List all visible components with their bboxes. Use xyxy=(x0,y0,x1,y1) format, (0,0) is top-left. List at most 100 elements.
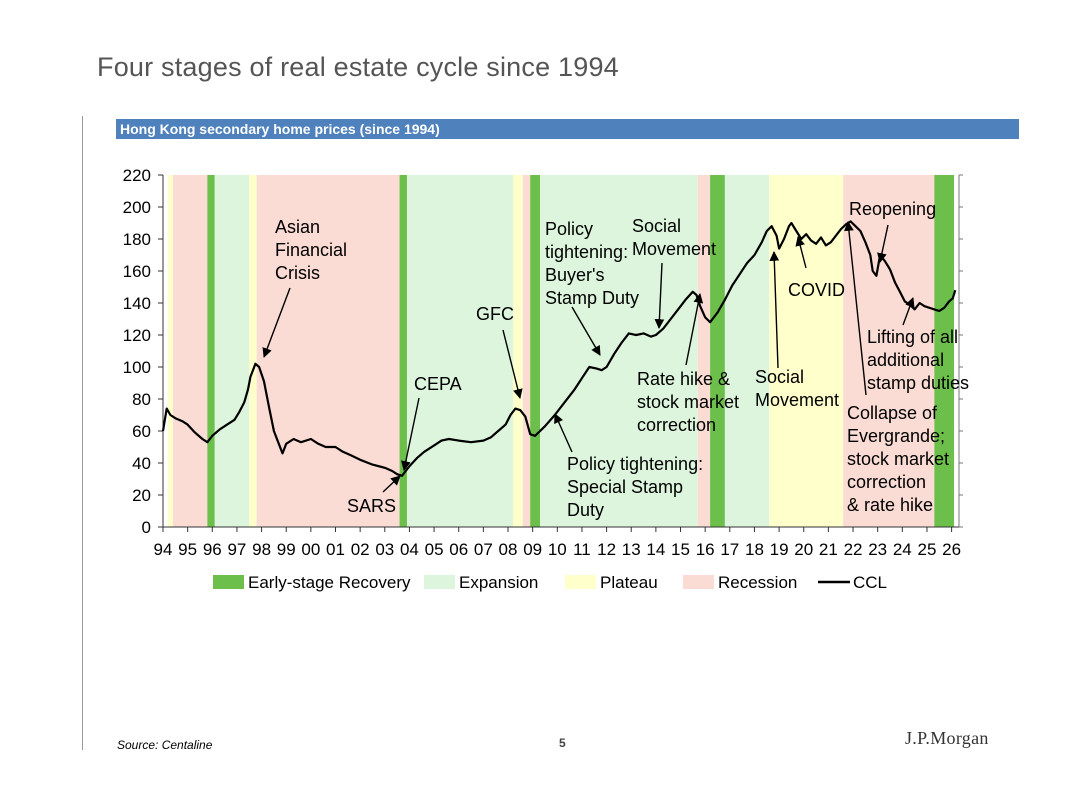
legend-item-line: CCL xyxy=(818,573,887,592)
annotation-text: Evergrande; xyxy=(847,426,945,446)
legend-item-expansion: Expansion xyxy=(424,573,538,592)
x-tick-label: 11 xyxy=(573,540,591,559)
x-tick-label: 97 xyxy=(227,540,246,559)
annotation-text: Social xyxy=(632,216,681,236)
annotation-text: COVID xyxy=(788,280,845,300)
annotation-text: stock market xyxy=(637,392,739,412)
annotation-text: Rate hike & xyxy=(637,369,730,389)
stage-band-expansion xyxy=(540,175,698,527)
x-tick-label: 19 xyxy=(770,540,789,559)
x-tick-label: 96 xyxy=(203,540,222,559)
annotation-text: additional xyxy=(867,350,944,370)
annotation-asian-financial-crisis: Asian Financial Crisis xyxy=(262,217,347,358)
y-tick-label: 120 xyxy=(123,326,151,345)
brand-logo: J.P.Morgan xyxy=(905,728,989,748)
legend: Early-stage Recovery Expansion Plateau Rece… xyxy=(213,573,887,592)
x-tick-label: 00 xyxy=(301,540,320,559)
annotation-text: correction xyxy=(847,472,926,492)
legend-label: Recession xyxy=(718,573,797,592)
legend-item-plateau: Plateau xyxy=(565,573,658,592)
x-tick-label: 14 xyxy=(646,540,665,559)
chart-title-banner: Hong Kong secondary home prices (since 1… xyxy=(116,119,1019,139)
annotation-text: & rate hike xyxy=(847,495,933,515)
legend-item-recession: Recession xyxy=(683,573,797,592)
y-tick-label: 160 xyxy=(123,262,151,281)
annotation-arrow xyxy=(571,306,601,356)
annotation-arrow xyxy=(401,397,420,471)
stage-band-recession xyxy=(256,175,400,527)
annotation-text: stock market xyxy=(847,449,949,469)
legend-swatch-box xyxy=(565,575,596,589)
legend-swatch-box xyxy=(213,575,244,589)
annotation-policy-tightening-ssd: Policy tightening: Special Stamp Duty xyxy=(554,413,703,520)
annotation-arrow xyxy=(502,329,523,399)
stage-band-expansion xyxy=(406,175,513,527)
x-tick-label: 05 xyxy=(425,540,444,559)
annotation-text: Movement xyxy=(632,239,716,259)
annotation-covid: COVID xyxy=(788,236,845,300)
y-tick-label: 180 xyxy=(123,230,151,249)
annotation-arrow xyxy=(902,297,915,326)
page-number: 5 xyxy=(559,736,566,750)
x-tick-label: 07 xyxy=(474,540,493,559)
annotation-text: Financial xyxy=(275,240,347,260)
y-tick-label: 20 xyxy=(132,486,151,505)
x-tick-label: 26 xyxy=(942,540,961,559)
annotation-text: Movement xyxy=(755,390,839,410)
annotation-text: Crisis xyxy=(275,263,320,283)
stage-band-plateau xyxy=(249,175,257,527)
stage-band-early xyxy=(530,175,541,527)
x-tick-label: 09 xyxy=(523,540,542,559)
annotation-arrow xyxy=(844,221,867,396)
legend-item-early: Early-stage Recovery xyxy=(213,573,411,592)
annotation-arrow xyxy=(382,475,401,493)
annotation-arrow xyxy=(262,287,291,358)
annotation-evergrande: Collapse of Evergrande; stock market correc… xyxy=(844,221,949,515)
x-tick-label: 04 xyxy=(400,540,419,559)
x-tick-label: 02 xyxy=(351,540,370,559)
y-tick-label: 80 xyxy=(132,390,151,409)
y-tick-label: 140 xyxy=(123,294,151,313)
stage-band-early xyxy=(207,175,215,527)
annotation-arrow xyxy=(877,224,889,263)
x-tick-label: 98 xyxy=(252,540,271,559)
annotation-layer: Asian Financial Crisis SARS CEPA GFC Policy tig… xyxy=(262,199,969,520)
y-tick-label: 60 xyxy=(132,422,151,441)
annotation-text: Lifting of all xyxy=(867,327,958,347)
stage-band-plateau xyxy=(512,175,523,527)
y-tick-label: 220 xyxy=(123,166,151,185)
x-tick-label: 06 xyxy=(449,540,468,559)
y-tick-label: 40 xyxy=(132,454,151,473)
x-tick-label: 03 xyxy=(375,540,394,559)
annotation-lifting-stamp-duties: Lifting of all additional stamp duties xyxy=(867,297,969,393)
source-note: Source: Centaline xyxy=(117,738,213,752)
legend-label: CCL xyxy=(853,573,887,592)
annotation-sars: SARS xyxy=(347,475,401,516)
x-axis: 94 95 96 97 98 99 00 01 02 03 04 05 06 07 08 09 10 11 12 13… xyxy=(154,527,961,559)
x-tick-label: 15 xyxy=(671,540,690,559)
series-line-ccl xyxy=(161,220,957,477)
y-tick-label: 0 xyxy=(142,518,151,537)
annotation-arrow xyxy=(654,262,665,329)
x-tick-label: 25 xyxy=(918,540,937,559)
stage-band-recession xyxy=(172,175,208,527)
legend-label: Plateau xyxy=(600,573,658,592)
legend-label: Expansion xyxy=(459,573,538,592)
stage-band-recession xyxy=(843,175,935,527)
annotation-text: SARS xyxy=(347,496,396,516)
x-tick-label: 01 xyxy=(326,540,345,559)
legend-swatch-box xyxy=(683,575,714,589)
legend-swatch-box xyxy=(424,575,455,589)
annotation-text: Stamp Duty xyxy=(545,288,639,308)
stage-band-plateau xyxy=(769,175,844,527)
annotation-reopening: Reopening xyxy=(849,199,936,263)
annotation-text: stamp duties xyxy=(867,373,969,393)
x-tick-label: 18 xyxy=(745,540,764,559)
annotation-text: CEPA xyxy=(414,374,462,394)
y-axis: 0 20 40 60 80 100 120 140 160 180 200 220 xyxy=(123,166,963,537)
x-tick-label: 13 xyxy=(622,540,641,559)
stage-band-early xyxy=(399,175,407,527)
y-tick-label: 100 xyxy=(123,358,151,377)
y-tick-label: 200 xyxy=(123,198,151,217)
annotation-text: Duty xyxy=(567,500,604,520)
